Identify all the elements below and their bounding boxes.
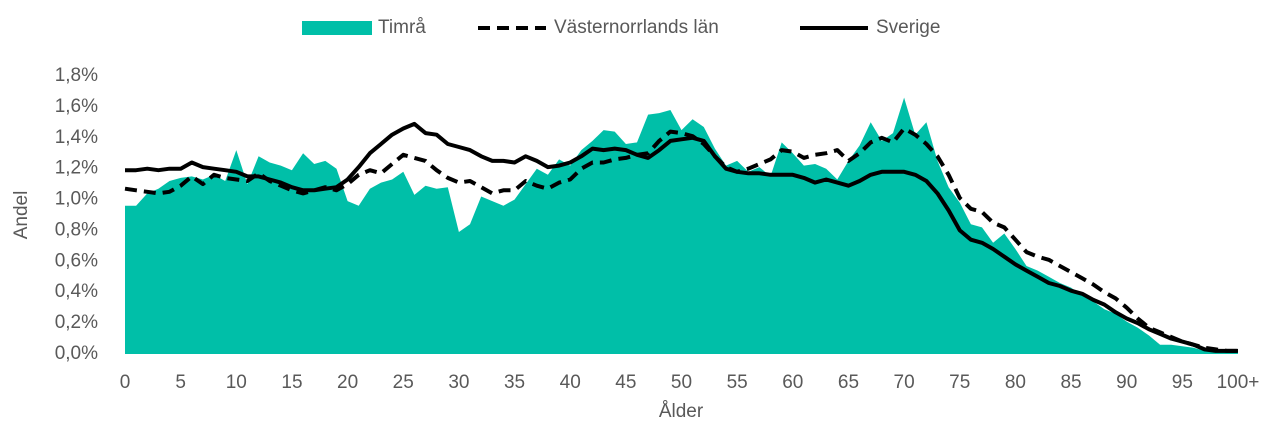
y-tick-label: 1,4% (55, 127, 98, 148)
x-tick-label: 85 (1060, 372, 1081, 393)
y-tick-label: 1,6% (55, 96, 98, 117)
x-tick-label: 80 (1005, 372, 1026, 393)
y-tick-label: 1,0% (55, 189, 98, 210)
line (125, 121, 1238, 353)
x-tick-label: 5 (175, 372, 186, 393)
y-tick-label: 0,6% (55, 250, 98, 271)
x-tick-label: 50 (671, 372, 692, 393)
y-tick-label: 0,2% (55, 312, 98, 333)
legend-swatch (302, 21, 372, 35)
area (125, 97, 1238, 354)
x-tick-label: 55 (727, 372, 748, 393)
x-tick-label: 30 (448, 372, 469, 393)
line (124, 126, 1238, 353)
x-tick-label: 65 (838, 372, 859, 393)
legend-label: Sverige (876, 17, 940, 38)
x-tick-label: 60 (782, 372, 803, 393)
x-tick-label: 75 (949, 372, 970, 393)
x-tick-label: 0 (120, 372, 131, 393)
y-tick-label: 0,4% (55, 281, 98, 302)
x-tick-label: 95 (1172, 372, 1193, 393)
x-tick-label: 25 (393, 372, 414, 393)
x-tick-label: 100+ (1217, 372, 1260, 393)
x-tick-label: 70 (894, 372, 915, 393)
legend-label: Timrå (378, 17, 426, 38)
x-tick-label: 35 (504, 372, 525, 393)
x-tick-label: 20 (337, 372, 358, 393)
legend-label: Västernorrlands län (554, 17, 719, 38)
y-tick-label: 1,8% (55, 65, 98, 86)
x-axis-label: Ålder (659, 401, 704, 422)
x-tick-label: 90 (1116, 372, 1137, 393)
x-tick-label: 45 (615, 372, 636, 393)
y-tick-label: 0,8% (55, 219, 98, 240)
y-axis-label: Andel (11, 191, 32, 240)
y-tick-label: 0,0% (55, 343, 98, 364)
x-tick-label: 40 (560, 372, 581, 393)
x-tick-label: 15 (281, 372, 302, 393)
y-tick-label: 1,2% (55, 158, 98, 179)
x-tick-label: 10 (226, 372, 247, 393)
